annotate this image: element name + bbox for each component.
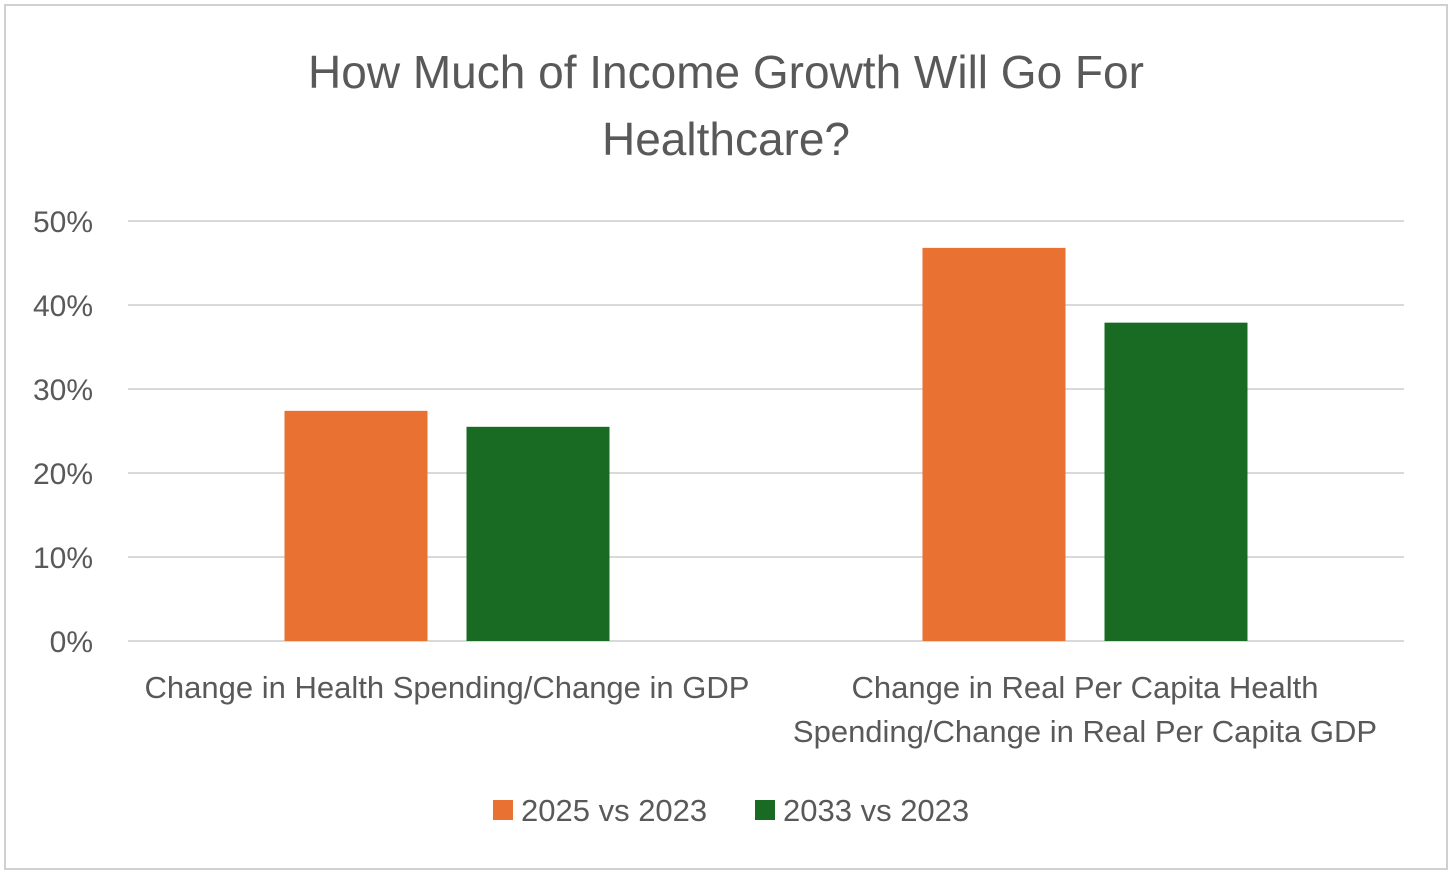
chart-title: How Much of Income Growth Will Go For He… — [308, 46, 1144, 165]
legend-swatch-1 — [493, 800, 513, 820]
y-tick-label: 30% — [33, 374, 93, 407]
category-label-2-line-2: Spending/Change in Real Per Capita GDP — [793, 714, 1377, 749]
legend-label-1: 2025 vs 2023 — [521, 793, 707, 828]
bar-series-1-cat-1 — [284, 410, 428, 641]
y-tick-label: 50% — [33, 206, 93, 239]
legend-label-2: 2033 vs 2023 — [783, 793, 969, 828]
legend: 2025 vs 2023 2033 vs 2023 — [493, 793, 969, 828]
category-labels: Change in Health Spending/Change in GDP C… — [145, 670, 1378, 749]
bar-series-1-cat-2 — [922, 247, 1066, 641]
y-axis-ticks: 0% 10% 20% 30% 40% 50% — [33, 206, 93, 659]
y-tick-label: 20% — [33, 458, 93, 491]
chart-title-line-2: Healthcare? — [602, 113, 850, 165]
chart-title-line-1: How Much of Income Growth Will Go For — [308, 46, 1144, 98]
bars — [284, 247, 1248, 641]
category-label-1-line-1: Change in Health Spending/Change in GDP — [145, 670, 750, 705]
y-tick-label: 0% — [50, 626, 93, 659]
y-tick-label: 40% — [33, 290, 93, 323]
category-label-2-line-1: Change in Real Per Capita Health — [852, 670, 1319, 705]
y-tick-label: 10% — [33, 542, 93, 575]
bar-series-2-cat-1 — [466, 426, 610, 641]
legend-swatch-2 — [755, 800, 775, 820]
bar-series-2-cat-2 — [1104, 322, 1248, 641]
